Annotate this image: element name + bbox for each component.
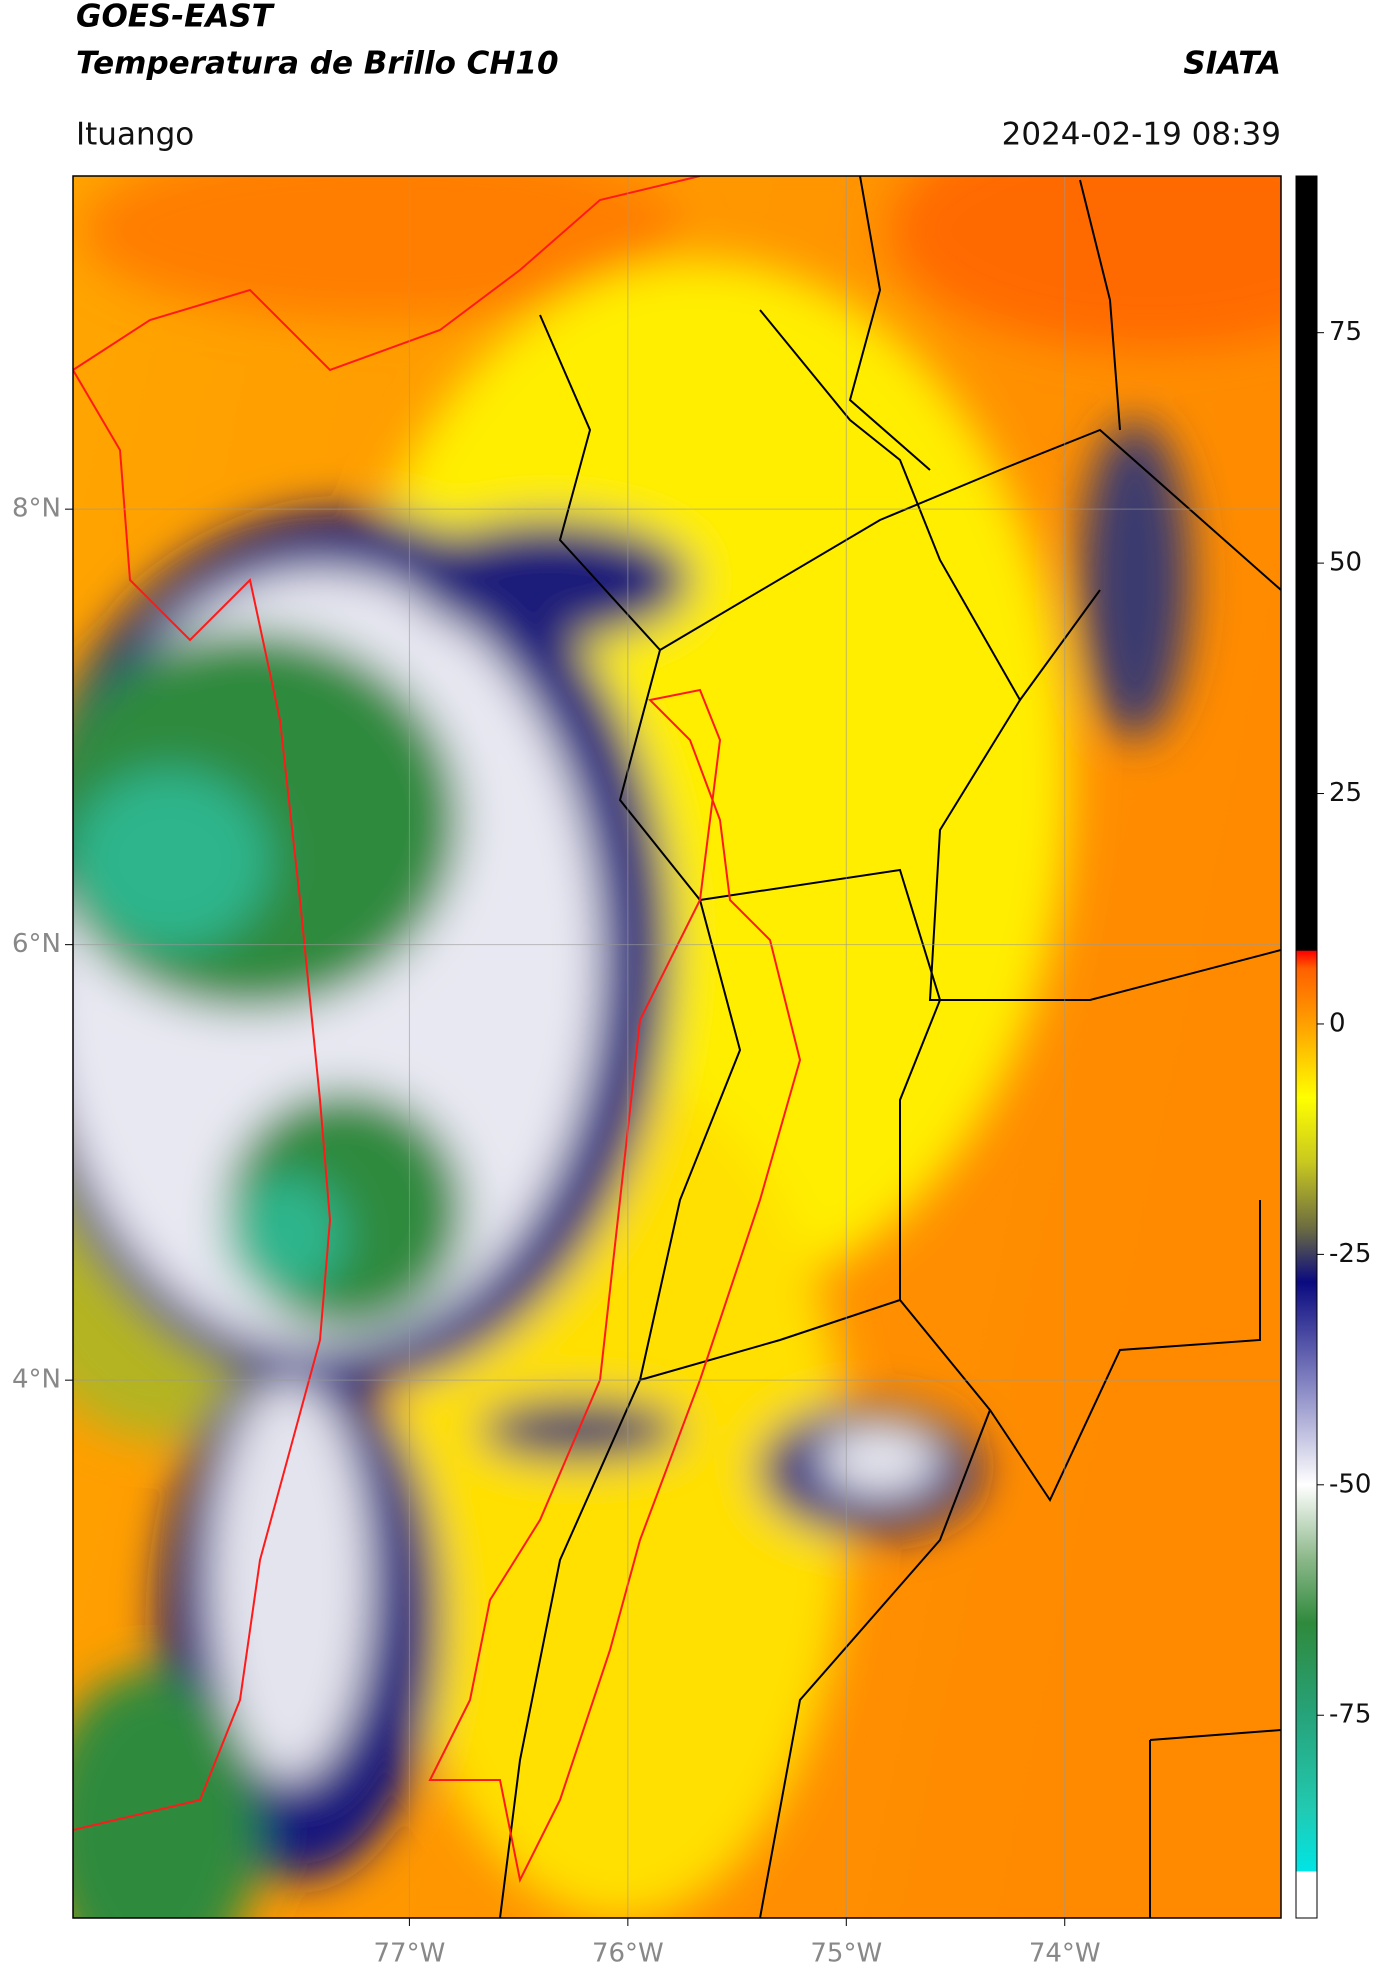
x-tick-label: 76°W [592,1939,664,1969]
subtitle: Temperatura de Brillo CH10 [76,46,559,82]
grid [73,176,1281,1918]
colorbar: 75 50 25 0 -25 -50 -75 [1295,175,1371,1919]
colorbar-tick-label: 75 [1329,317,1362,347]
colorbar-tick-label: -75 [1329,1700,1371,1730]
colorbar-tick-label: 25 [1329,778,1362,808]
colorbar-tick-label: -25 [1329,1239,1371,1269]
x-tick-label: 74°W [1029,1939,1101,1969]
satellite-image [73,176,1281,1918]
x-tick-label: 77°W [374,1939,446,1969]
colorbar-scale [1295,175,1318,1919]
colorbar-tick-label: -50 [1329,1469,1371,1499]
location: Ituango [76,117,194,153]
title: GOES-EAST [76,0,276,35]
y-tick-label: 4°N [12,1365,61,1395]
map-frame [72,175,1282,1919]
colorbar-tick-label: 50 [1329,548,1362,578]
datetime: 2024-02-19 08:39 [1002,117,1281,153]
source: SIATA [1183,46,1281,82]
colorbar-tick-label: 0 [1329,1008,1346,1038]
y-tick-label: 8°N [12,494,61,524]
red-boundaries [73,176,802,1884]
y-tick-label: 6°N [12,929,61,959]
x-tick-label: 75°W [810,1939,882,1969]
